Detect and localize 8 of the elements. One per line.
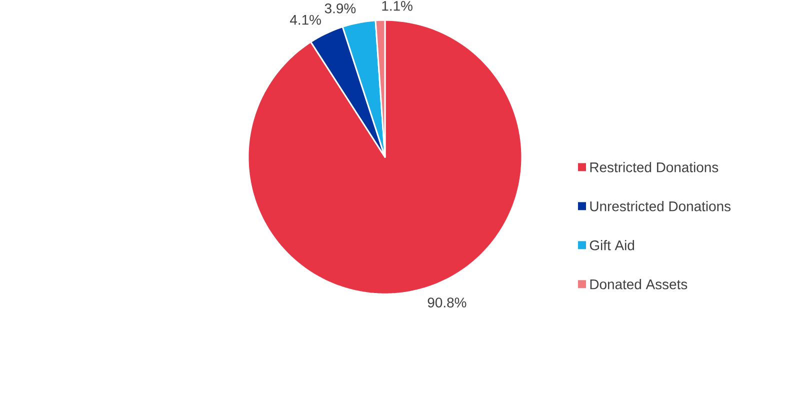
legend-label: Gift Aid [590, 240, 634, 250]
data-label: 1.1% [382, 0, 412, 11]
legend-label: Restricted Donations [590, 162, 718, 172]
data-label: 4.1% [290, 14, 321, 25]
legend-label: Donated Assets [590, 278, 688, 290]
legend-label: Unrestricted Donations [590, 200, 731, 212]
data-label: 3.9% [324, 3, 356, 14]
data-label: 90.8% [428, 298, 466, 308]
